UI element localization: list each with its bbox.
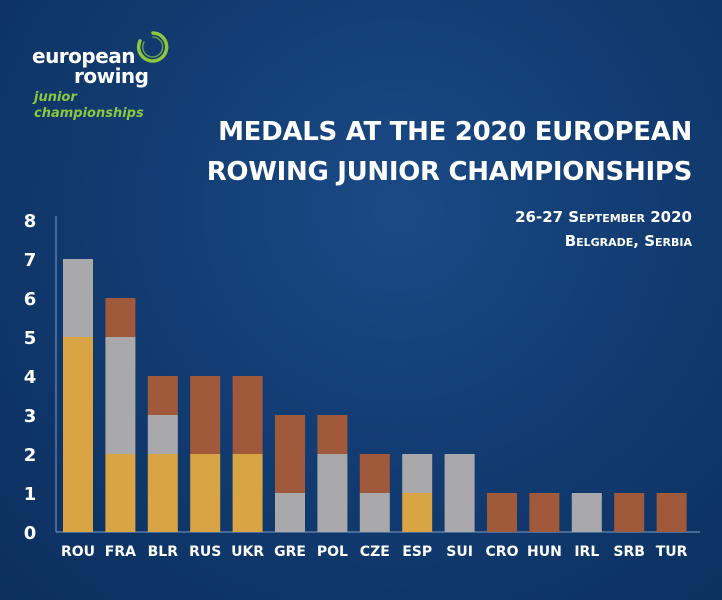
x-tick-label-gre: GRE <box>274 544 306 560</box>
chart-title-line-2: ROWING JUNIOR CHAMPIONSHIPS <box>206 157 693 187</box>
event-location: Belgrade, Serbia <box>564 232 692 250</box>
logo-word-european: european <box>32 44 136 68</box>
bar-segment-ukr-0 <box>232 454 263 532</box>
y-tick-label: 3 <box>24 406 37 427</box>
x-tick-label-rou: ROU <box>61 544 95 560</box>
bar-cap-cro <box>487 493 517 501</box>
x-tick-label-irl: IRL <box>574 544 599 560</box>
logo-word-junior: junior <box>34 90 77 105</box>
x-tick-label-cro: CRO <box>486 544 519 560</box>
x-tick-label-blr: BLR <box>148 544 179 560</box>
bar-cap-esp <box>402 454 433 462</box>
x-tick-label-ukr: UKR <box>231 544 264 560</box>
bars <box>63 259 687 532</box>
x-tick-label-tur: TUR <box>656 544 688 560</box>
x-tick-label-rus: RUS <box>189 544 221 560</box>
bar-segment-esp-0 <box>402 493 433 532</box>
y-tick-label: 7 <box>24 250 37 271</box>
logo-word-rowing: rowing <box>74 64 149 88</box>
logo-ring-icon <box>136 31 169 63</box>
bar-segment-fra-1 <box>105 337 136 454</box>
logo: european rowing junior championships <box>30 30 180 121</box>
bar-cap-hun <box>529 493 560 501</box>
bar-segment-rus-0 <box>190 454 221 532</box>
y-tick-label: 1 <box>24 484 37 505</box>
bar-segment-rus-2 <box>190 376 221 454</box>
y-axis-labels: 0 1 2 3 4 5 6 7 8 <box>24 211 37 544</box>
y-tick-label: 6 <box>24 289 37 310</box>
y-tick-label: 0 <box>24 523 37 544</box>
chart-title: MEDALS AT THE 2020 EUROPEAN ROWING JUNIO… <box>172 112 693 192</box>
x-tick-label-hun: HUN <box>527 544 562 560</box>
bar-segment-ukr-2 <box>232 376 263 454</box>
bar-segment-rou-0 <box>63 337 93 532</box>
y-tick-label: 4 <box>24 367 37 388</box>
bar-segment-pol-1 <box>317 454 348 532</box>
bar-cap-rou <box>63 259 93 267</box>
x-tick-label-cze: CZE <box>360 544 390 560</box>
bar-cap-sui <box>444 454 475 462</box>
logo-word-championships: championships <box>34 106 144 121</box>
y-tick-label: 5 <box>24 328 37 349</box>
bar-cap-gre <box>275 415 305 423</box>
bar-segment-fra-0 <box>105 454 136 532</box>
bar-cap-irl <box>571 493 602 501</box>
bar-segment-sui-1 <box>444 454 475 532</box>
chart-title-line-1: MEDALS AT THE 2020 EUROPEAN <box>218 117 692 147</box>
bar-segment-blr-0 <box>147 454 178 532</box>
bar-segment-gre-1 <box>275 493 305 532</box>
bar-cap-cze <box>359 454 390 462</box>
event-date: 26-27 September 2020 <box>515 208 692 226</box>
x-axis-labels: ROU FRA BLR RUS UKR GRE POL CZE ESP SUI CRO HUN IRL S… <box>61 544 688 560</box>
y-tick-label: 2 <box>24 445 37 466</box>
bar-cap-srb <box>614 493 645 501</box>
bar-segment-rou-1 <box>63 259 93 337</box>
bar-cap-ukr <box>232 376 263 384</box>
y-tick-label: 8 <box>24 211 37 232</box>
bar-segment-gre-2 <box>275 415 305 493</box>
bar-cap-tur <box>656 493 687 501</box>
x-tick-label-sui: SUI <box>446 544 473 560</box>
bar-cap-fra <box>105 298 136 306</box>
x-tick-label-esp: ESP <box>402 544 432 560</box>
bar-cap-blr <box>147 376 178 384</box>
bar-cap-rus <box>190 376 221 384</box>
bar-segment-blr-1 <box>147 415 178 454</box>
x-tick-label-pol: POL <box>317 544 348 560</box>
x-tick-label-fra: FRA <box>105 544 136 560</box>
x-tick-label-srb: SRB <box>613 544 645 560</box>
bar-cap-pol <box>317 415 348 423</box>
bar-segment-cze-1 <box>359 493 390 532</box>
